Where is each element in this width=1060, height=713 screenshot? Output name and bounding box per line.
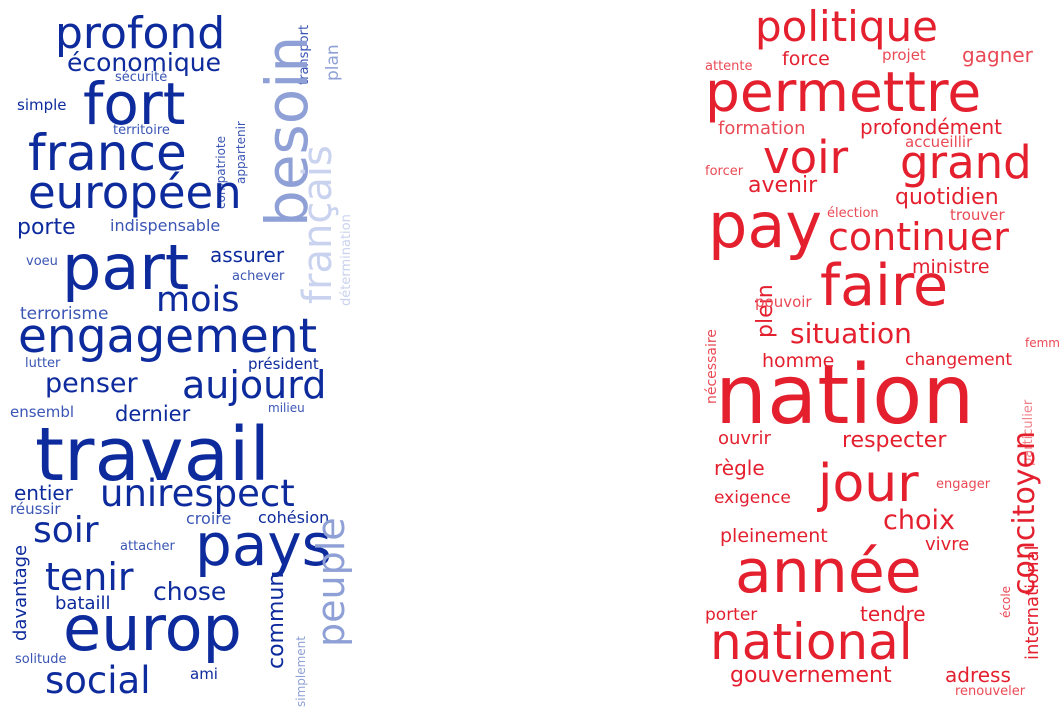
right-word-regle: règle — [714, 456, 765, 480]
left-word-simple: simple — [17, 96, 67, 114]
left-word-ami: ami — [190, 665, 218, 683]
left-word-chose: chose — [153, 577, 227, 606]
right-word-exigence: exigence — [714, 488, 791, 508]
right-word-pleinement: pleinement — [720, 525, 828, 547]
right-word-femme: femme — [1025, 336, 1060, 350]
left-word-europeen: européen — [28, 166, 242, 219]
right-word-ministre: ministre — [912, 256, 990, 278]
left-word-part: part — [62, 231, 190, 304]
right-word-faire: faire — [820, 253, 949, 319]
right-word-choix: choix — [883, 505, 955, 536]
right-word-gagner: gagner — [962, 43, 1033, 67]
left-word-social: social — [45, 659, 151, 702]
right-word-permettre: permettre — [705, 60, 982, 124]
left-word-achever: achever — [232, 269, 285, 284]
left-word-milieu: milieu — [268, 401, 305, 415]
left-word-solitude: solitude — [15, 652, 67, 667]
right-word-quotidien: quotidien — [895, 185, 999, 210]
right-word-annee: année — [735, 537, 922, 607]
right-word-attente: attente — [705, 59, 753, 74]
right-word-voir: voir — [763, 131, 849, 184]
right-word-porter: porter — [705, 605, 758, 625]
left-word-economique: économique — [67, 48, 221, 77]
left-word-peuple: peuple — [309, 517, 353, 647]
left-word-assurer: assurer — [210, 243, 285, 267]
left-word-voeu: voeu — [26, 254, 58, 269]
left-word-penser: penser — [45, 368, 138, 399]
right-word-tendre: tendre — [860, 602, 926, 626]
right-word-avenir: avenir — [748, 173, 818, 198]
right-word-formation: formation — [718, 118, 806, 139]
right-word-engager: engager — [936, 477, 991, 492]
left-word-securite: sécurité — [115, 70, 168, 85]
left-word-travail: travail — [35, 412, 271, 498]
left-word-engagement: engagement — [18, 309, 318, 364]
right-word-respecter: respecter — [842, 428, 947, 453]
right-word-politique: politique — [755, 2, 938, 51]
left-word-aujourd: aujourd — [182, 363, 327, 407]
left-word-attacher: attacher — [120, 539, 175, 554]
right-word-changement: changement — [905, 350, 1013, 370]
left-word-terrorisme: terrorisme — [20, 304, 109, 324]
left-word-europ: europ — [63, 592, 242, 665]
left-word-pays: pays — [195, 511, 332, 579]
left-word-unirespect: unirespect — [100, 472, 295, 515]
left-word-reussir: réussir — [10, 500, 61, 518]
right-word-adress: adress — [945, 663, 1011, 687]
right-word-renouveler: renouveler — [955, 684, 1026, 699]
right-word-force: force — [782, 48, 830, 70]
left-word-bataill: bataill — [55, 593, 111, 614]
left-word-tenir: tenir — [45, 555, 134, 599]
right-word-jour: jour — [818, 454, 919, 514]
right-word-pouvoir: pouvoir — [755, 293, 812, 311]
left-word-davantage: davantage — [10, 545, 31, 642]
right-word-national: national — [710, 613, 913, 671]
right-word-grand: grand — [900, 136, 1032, 189]
left-word-president: président — [248, 355, 319, 373]
left-word-croire: croire — [186, 509, 232, 528]
right-word-profondement: profondément — [860, 115, 1002, 139]
right-word-continuer: continuer — [828, 215, 1009, 259]
left-word-entier: entier — [14, 481, 73, 505]
right-word-ecole: école — [999, 585, 1013, 618]
left-word-profond: profond — [55, 8, 226, 59]
left-word-indispensable: indispensable — [110, 216, 221, 235]
left-word-simplement: simplement — [294, 636, 308, 707]
left-word-cohesion: cohésion — [258, 508, 330, 527]
right-word-forcer: forcer — [705, 164, 744, 179]
left-word-porte: porte — [17, 215, 76, 240]
right-word-trouver: trouver — [950, 206, 1005, 224]
right-word-ouvrir: ouvrir — [718, 428, 771, 449]
left-word-soir: soir — [33, 510, 99, 551]
right-word-nation: nation — [715, 348, 975, 443]
right-word-election: élection — [827, 206, 879, 221]
right-word-pay: pay — [708, 189, 823, 262]
left-word-fort: fort — [83, 70, 186, 138]
right-word-vivre: vivre — [925, 534, 970, 555]
left-word-dernier: dernier — [115, 402, 191, 426]
word-cloud-left: profond économique sécurité transport plan si… — [0, 0, 360, 713]
right-word-homme: homme — [762, 350, 835, 372]
left-word-commun: commun — [264, 572, 289, 670]
left-word-mois: mois — [156, 280, 240, 320]
left-word-france: france — [28, 124, 187, 182]
left-word-francais: français — [295, 145, 341, 304]
left-word-plan: plan — [323, 44, 343, 81]
right-word-accueillir: accueillir — [905, 133, 973, 151]
right-word-gouvernement: gouvernement — [730, 663, 892, 688]
left-word-determination: détermination — [339, 214, 354, 307]
left-word-lutter: lutter — [25, 356, 61, 371]
left-word-ensembl: ensembl — [10, 403, 75, 421]
word-cloud-right: politique attente force projet gagner permett… — [700, 0, 1060, 713]
right-word-situation: situation — [790, 317, 912, 350]
right-word-international: international — [1022, 545, 1043, 661]
right-word-projet: projet — [882, 46, 926, 64]
left-word-territoire: territoire — [113, 123, 170, 138]
